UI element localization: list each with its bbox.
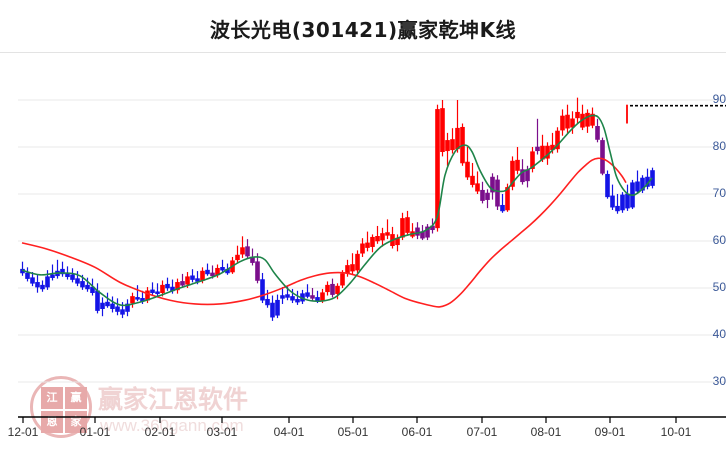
x-axis-tick-label: 02-01 xyxy=(144,425,176,439)
x-axis-tick-label: 09-01 xyxy=(594,425,626,439)
y-axis-tick-label: 70 xyxy=(712,186,726,200)
y-axis-tick-label: 50 xyxy=(712,280,726,294)
x-axis-tick-label: 07-01 xyxy=(466,425,498,439)
candle-series xyxy=(20,97,655,321)
x-axis-tick-label: 01-01 xyxy=(79,425,111,439)
x-axis-tick-label: 04-01 xyxy=(273,425,305,439)
y-axis-tick-label: 60 xyxy=(712,233,726,247)
y-axis-tick-label: 40 xyxy=(712,327,726,341)
page-title: 波长光电(301421)赢家乾坤K线 xyxy=(209,18,517,42)
ma-long-line xyxy=(21,157,627,308)
y-axis-tick-label: 80 xyxy=(712,139,726,153)
x-axis-tick-label: 08-01 xyxy=(530,425,562,439)
x-axis-tick-label: 12-01 xyxy=(7,425,39,439)
ma-short-line xyxy=(21,114,653,307)
x-axis-tick-label: 10-01 xyxy=(660,425,692,439)
x-axis xyxy=(18,416,726,423)
x-axis-tick-label: 05-01 xyxy=(337,425,369,439)
y-axis-tick-label: 90 xyxy=(712,92,726,106)
x-axis-tick-label: 06-01 xyxy=(401,425,433,439)
y-axis-tick-label: 30 xyxy=(712,374,726,388)
x-axis-tick-label: 03-01 xyxy=(206,425,238,439)
annotation-layer xyxy=(626,104,726,124)
title-divider xyxy=(0,52,726,53)
